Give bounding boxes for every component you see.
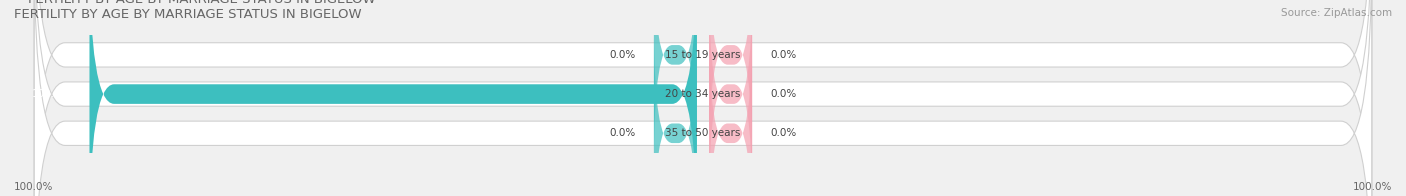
FancyBboxPatch shape bbox=[90, 0, 697, 196]
Text: 100.0%: 100.0% bbox=[32, 89, 72, 99]
FancyBboxPatch shape bbox=[709, 25, 752, 196]
Text: 100.0%: 100.0% bbox=[14, 182, 53, 192]
Text: Source: ZipAtlas.com: Source: ZipAtlas.com bbox=[1281, 8, 1392, 18]
Text: 0.0%: 0.0% bbox=[609, 50, 636, 60]
Text: FERTILITY BY AGE BY MARRIAGE STATUS IN BIGELOW: FERTILITY BY AGE BY MARRIAGE STATUS IN B… bbox=[28, 0, 375, 6]
FancyBboxPatch shape bbox=[34, 0, 1372, 196]
FancyBboxPatch shape bbox=[709, 0, 752, 163]
Text: 20 to 34 years: 20 to 34 years bbox=[665, 89, 741, 99]
FancyBboxPatch shape bbox=[654, 0, 697, 163]
Text: FERTILITY BY AGE BY MARRIAGE STATUS IN BIGELOW: FERTILITY BY AGE BY MARRIAGE STATUS IN B… bbox=[14, 8, 361, 21]
FancyBboxPatch shape bbox=[34, 0, 1372, 196]
Text: 0.0%: 0.0% bbox=[609, 128, 636, 138]
Text: 0.0%: 0.0% bbox=[770, 128, 797, 138]
Text: 0.0%: 0.0% bbox=[770, 89, 797, 99]
Text: 100.0%: 100.0% bbox=[1353, 182, 1392, 192]
FancyBboxPatch shape bbox=[34, 0, 1372, 196]
Legend: Married, Unmarried: Married, Unmarried bbox=[626, 194, 780, 196]
Text: 35 to 50 years: 35 to 50 years bbox=[665, 128, 741, 138]
Text: 0.0%: 0.0% bbox=[770, 50, 797, 60]
FancyBboxPatch shape bbox=[654, 25, 697, 196]
FancyBboxPatch shape bbox=[709, 0, 752, 196]
Text: 15 to 19 years: 15 to 19 years bbox=[665, 50, 741, 60]
